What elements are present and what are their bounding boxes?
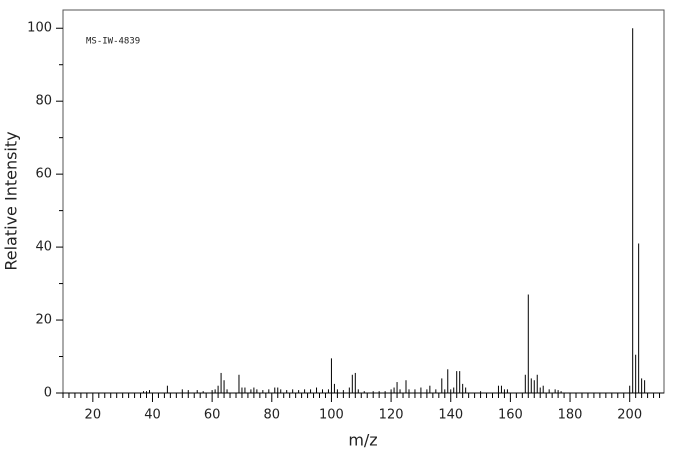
x-tick-label: 80 — [264, 408, 281, 423]
x-tick-label: 40 — [144, 408, 161, 423]
annotation: MS-IW-4839 — [86, 37, 140, 47]
y-tick-label: 100 — [27, 21, 52, 36]
plot-frame — [62, 9, 665, 394]
x-tick-label: 200 — [617, 408, 642, 423]
x-tick-label: 20 — [85, 408, 102, 423]
y-axis-label: Relative Intensity — [2, 131, 21, 270]
x-tick-label: 160 — [498, 408, 523, 423]
y-tick-label: 40 — [35, 240, 52, 255]
x-tick-label: 140 — [438, 408, 463, 423]
y-tick-label: 20 — [35, 313, 52, 328]
y-tick-label: 0 — [44, 386, 52, 401]
x-axis-label: m/z — [348, 431, 377, 450]
y-tick-label: 80 — [35, 94, 52, 109]
x-tick-label: 60 — [204, 408, 221, 423]
x-tick-label: 180 — [558, 408, 583, 423]
x-tick-label: 100 — [319, 408, 344, 423]
y-tick-label: 60 — [35, 167, 52, 182]
x-tick-label: 120 — [379, 408, 404, 423]
